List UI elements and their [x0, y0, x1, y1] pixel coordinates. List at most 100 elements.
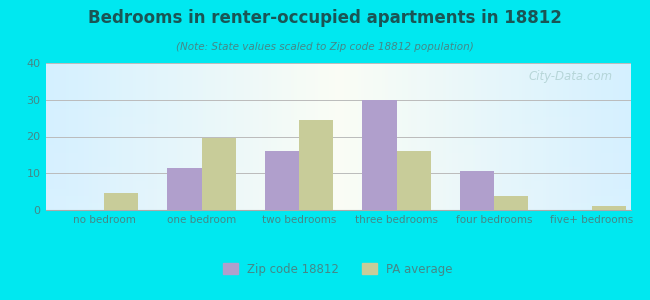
- Bar: [575, 63, 578, 210]
- Bar: [46, 194, 630, 195]
- Bar: [46, 80, 630, 81]
- Bar: [607, 63, 610, 210]
- Bar: [107, 63, 110, 210]
- Bar: [244, 63, 247, 210]
- Bar: [142, 63, 145, 210]
- Bar: [46, 140, 630, 141]
- Bar: [122, 63, 125, 210]
- Bar: [587, 63, 590, 210]
- Bar: [46, 78, 630, 79]
- Bar: [224, 63, 227, 210]
- Bar: [458, 63, 461, 210]
- Bar: [478, 63, 481, 210]
- Bar: [46, 174, 630, 175]
- Bar: [385, 63, 387, 210]
- Bar: [139, 63, 142, 210]
- Bar: [46, 204, 630, 205]
- Bar: [46, 77, 630, 78]
- Bar: [113, 63, 116, 210]
- Bar: [172, 63, 174, 210]
- Bar: [613, 63, 616, 210]
- Bar: [207, 63, 209, 210]
- Bar: [46, 127, 630, 128]
- Bar: [408, 63, 411, 210]
- Bar: [484, 63, 488, 210]
- Bar: [46, 106, 630, 107]
- Bar: [46, 100, 630, 101]
- Bar: [247, 63, 250, 210]
- Bar: [209, 63, 212, 210]
- Bar: [46, 74, 630, 75]
- Bar: [572, 63, 575, 210]
- Bar: [46, 81, 630, 82]
- Bar: [46, 177, 630, 178]
- Bar: [46, 88, 630, 89]
- Bar: [46, 171, 630, 172]
- Bar: [46, 173, 630, 174]
- Bar: [46, 188, 630, 189]
- Bar: [92, 63, 95, 210]
- Bar: [46, 203, 630, 204]
- Bar: [46, 86, 630, 87]
- Bar: [46, 206, 630, 207]
- Bar: [437, 63, 441, 210]
- Legend: Zip code 18812, PA average: Zip code 18812, PA average: [218, 258, 458, 280]
- Bar: [230, 63, 233, 210]
- Bar: [46, 136, 630, 137]
- Bar: [300, 63, 303, 210]
- Bar: [393, 63, 396, 210]
- Bar: [46, 185, 630, 186]
- Bar: [46, 180, 630, 181]
- Bar: [592, 206, 625, 210]
- Bar: [619, 63, 622, 210]
- Bar: [116, 63, 118, 210]
- Bar: [46, 69, 630, 70]
- Bar: [127, 63, 131, 210]
- Bar: [514, 63, 517, 210]
- Bar: [356, 63, 359, 210]
- Bar: [221, 63, 224, 210]
- Bar: [406, 63, 408, 210]
- Bar: [46, 176, 630, 177]
- Bar: [446, 63, 449, 210]
- Bar: [46, 138, 630, 139]
- Bar: [411, 63, 414, 210]
- Bar: [51, 63, 54, 210]
- Bar: [402, 63, 406, 210]
- Bar: [262, 63, 265, 210]
- Bar: [104, 63, 107, 210]
- Bar: [46, 164, 630, 165]
- Bar: [528, 63, 531, 210]
- Bar: [46, 193, 630, 194]
- Bar: [46, 186, 630, 187]
- Bar: [242, 63, 244, 210]
- Bar: [621, 63, 625, 210]
- Bar: [46, 165, 630, 166]
- Bar: [46, 85, 630, 86]
- Bar: [46, 156, 630, 157]
- Bar: [46, 172, 630, 173]
- Bar: [382, 63, 385, 210]
- Bar: [165, 63, 168, 210]
- Bar: [46, 108, 630, 109]
- Bar: [198, 63, 201, 210]
- Bar: [46, 132, 630, 133]
- Bar: [335, 63, 338, 210]
- Bar: [317, 63, 320, 210]
- Bar: [227, 63, 230, 210]
- Bar: [46, 152, 630, 153]
- Bar: [46, 205, 630, 206]
- Bar: [96, 63, 98, 210]
- Bar: [455, 63, 458, 210]
- Bar: [46, 128, 630, 129]
- Bar: [417, 63, 420, 210]
- Bar: [259, 63, 262, 210]
- Bar: [46, 209, 630, 210]
- Bar: [177, 63, 180, 210]
- Bar: [46, 99, 630, 100]
- Bar: [46, 169, 630, 170]
- Bar: [46, 112, 630, 113]
- Bar: [54, 63, 57, 210]
- Bar: [391, 63, 393, 210]
- Bar: [46, 102, 630, 103]
